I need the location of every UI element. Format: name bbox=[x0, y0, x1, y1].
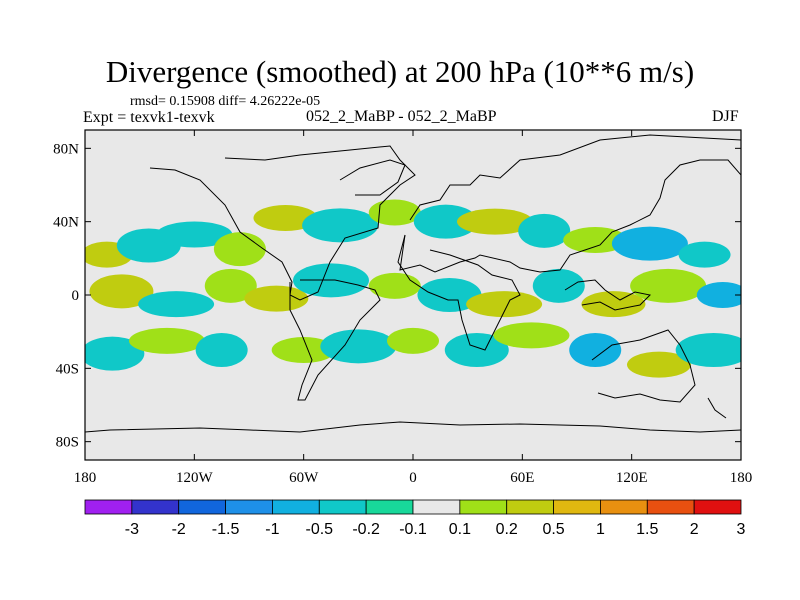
colorbar-label: 0.1 bbox=[449, 521, 471, 538]
coastline-greenland bbox=[339, 159, 406, 196]
divergence-feature bbox=[253, 205, 318, 231]
divergence-feature bbox=[518, 213, 571, 248]
colorbar-swatch bbox=[225, 499, 273, 515]
divergence-feature bbox=[696, 282, 741, 308]
divergence-feature bbox=[466, 291, 543, 318]
colorbar-label: -0.5 bbox=[305, 521, 333, 538]
colorbar-swatch bbox=[412, 499, 461, 515]
y-tick-label: 0 bbox=[72, 288, 80, 304]
colorbar-swatch bbox=[178, 499, 226, 515]
colorbar-swatch bbox=[365, 499, 414, 515]
divergence-feature bbox=[581, 291, 646, 318]
colorbar-label: -3 bbox=[125, 521, 139, 538]
y-tick-label: 80N bbox=[53, 141, 79, 157]
divergence-feature bbox=[302, 208, 379, 243]
x-tick-label: 120W bbox=[176, 470, 214, 486]
colorbar-label: -1.5 bbox=[212, 521, 240, 538]
divergence-feature bbox=[85, 336, 145, 371]
divergence-feature bbox=[493, 322, 570, 349]
divergence-feature bbox=[532, 268, 585, 303]
divergence-feature bbox=[675, 333, 741, 367]
coastline-maritime-continent bbox=[564, 279, 652, 311]
colorbar-label: 1.5 bbox=[636, 521, 658, 538]
season-label: DJF bbox=[712, 108, 739, 125]
divergence-feature bbox=[271, 337, 336, 363]
case-label: 052_2_MaBP - 052_2_MaBP bbox=[306, 108, 497, 125]
colorbar-swatch bbox=[272, 499, 320, 515]
coastline-antarctica bbox=[85, 421, 741, 433]
divergence-feature bbox=[444, 333, 509, 367]
divergence-feature bbox=[89, 274, 154, 309]
plot-axes: 180 120W 60W 0 60E 120E 180 80N 40N 0 40S 80S bbox=[53, 130, 752, 486]
divergence-feature bbox=[156, 221, 233, 248]
colorbar: -3 -2 -1.5 -1 -0.5 -0.2 -0.1 0.1 0.2 0.5 1 1.5 2 3 bbox=[84, 499, 746, 538]
divergence-feature bbox=[457, 208, 533, 235]
divergence-feature bbox=[678, 241, 731, 268]
colorbar-swatch bbox=[693, 499, 742, 515]
divergence-feature bbox=[627, 351, 691, 378]
x-tick-label: 180 bbox=[74, 470, 97, 486]
colorbar-swatch bbox=[84, 499, 133, 515]
experiment-label: Expt = texvk1-texvk bbox=[83, 109, 215, 126]
chart-title: Divergence (smoothed) at 200 hPa (10**6 … bbox=[105, 54, 695, 89]
colorbar-label: 2 bbox=[690, 521, 699, 538]
divergence-feature bbox=[368, 199, 421, 226]
colorbar-swatch bbox=[646, 499, 695, 515]
x-tick-label: 60W bbox=[289, 470, 319, 486]
x-tick-label: 120E bbox=[616, 470, 648, 486]
colorbar-label: -0.2 bbox=[352, 521, 380, 538]
coastline-south-america bbox=[289, 279, 381, 401]
divergence-feature bbox=[630, 268, 707, 303]
x-tick-label: 0 bbox=[409, 470, 417, 486]
colorbar-swatch bbox=[318, 499, 367, 515]
coastline-africa bbox=[397, 234, 521, 351]
divergence-feature bbox=[569, 333, 622, 367]
contour-fill-layer bbox=[85, 199, 741, 378]
colorbar-label: 1 bbox=[596, 521, 605, 538]
divergence-feature bbox=[138, 291, 215, 318]
continent-outlines bbox=[85, 134, 741, 433]
rmsd-stats: rmsd= 0.15908 diff= 4.26222e-05 bbox=[130, 94, 321, 109]
colorbar-label: -0.1 bbox=[399, 521, 427, 538]
y-tick-label: 40S bbox=[56, 361, 79, 377]
colorbar-label: 0.5 bbox=[542, 521, 564, 538]
divergence-feature bbox=[244, 285, 309, 312]
colorbar-label: -1 bbox=[265, 521, 279, 538]
coastline-north-america bbox=[149, 145, 416, 301]
coastline-australia bbox=[591, 329, 696, 403]
colorbar-swatch bbox=[600, 499, 648, 515]
divergence-feature bbox=[129, 327, 205, 354]
colorbar-swatch bbox=[553, 499, 601, 515]
coastline-eurasia bbox=[399, 134, 741, 273]
divergence-feature bbox=[204, 268, 257, 303]
colorbar-swatch bbox=[459, 499, 508, 515]
coastline-new-zealand bbox=[707, 397, 727, 419]
divergence-feature bbox=[611, 226, 688, 261]
colorbar-swatch bbox=[506, 499, 554, 515]
x-tick-label: 60E bbox=[510, 470, 534, 486]
divergence-feature bbox=[368, 272, 421, 299]
divergence-feature bbox=[413, 204, 478, 239]
colorbar-swatch bbox=[131, 499, 180, 515]
divergence-feature bbox=[195, 333, 248, 367]
divergence-feature bbox=[417, 278, 482, 312]
x-tick-label: 180 bbox=[730, 470, 753, 486]
y-tick-label: 80S bbox=[56, 435, 79, 451]
divergence-feature bbox=[320, 329, 397, 364]
divergence-feature bbox=[387, 327, 439, 354]
colorbar-label: 3 bbox=[737, 521, 746, 538]
divergence-feature bbox=[213, 232, 266, 267]
colorbar-label: 0.2 bbox=[496, 521, 518, 538]
y-tick-label: 40N bbox=[53, 215, 79, 231]
colorbar-label: -2 bbox=[172, 521, 186, 538]
